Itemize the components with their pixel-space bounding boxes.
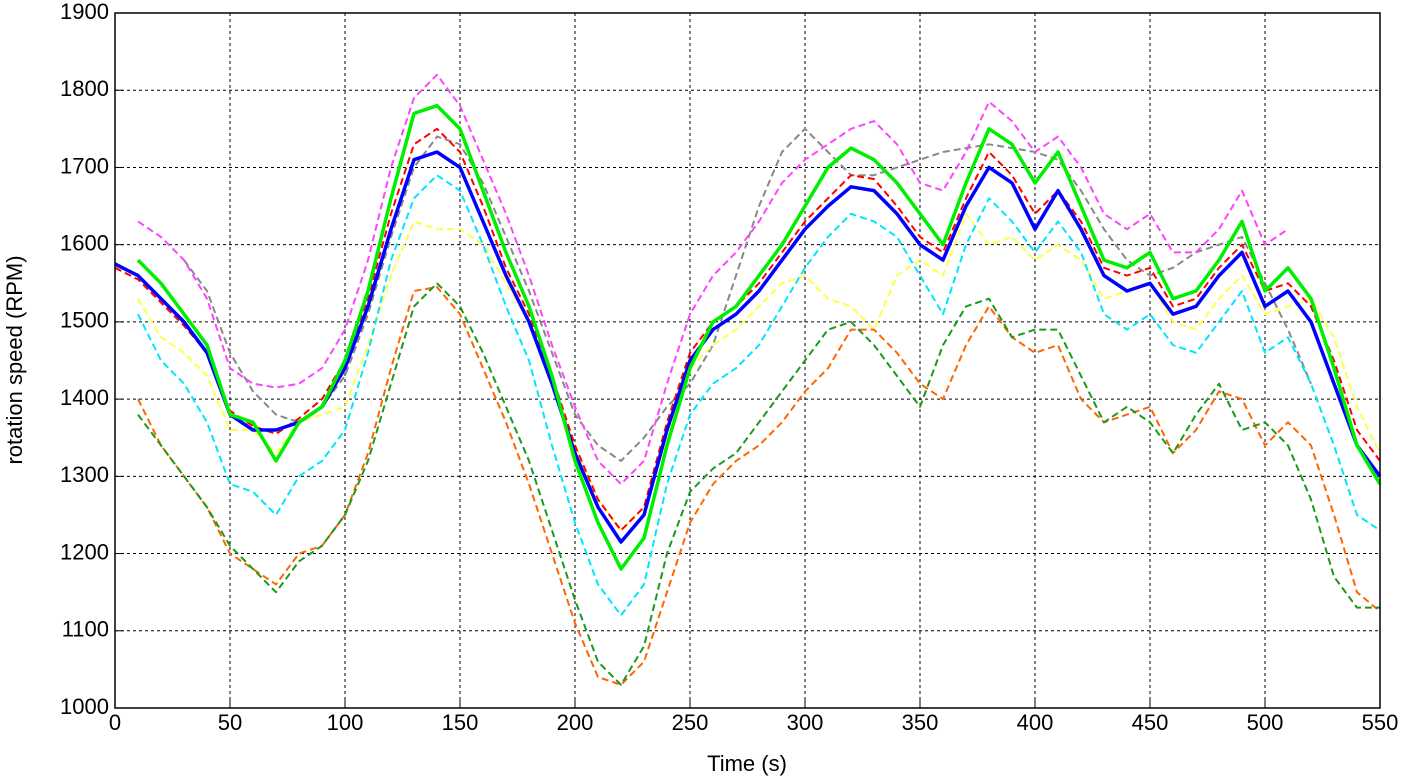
y-tick-label: 1400	[60, 385, 109, 410]
x-tick-label: 450	[1132, 710, 1169, 735]
x-tick-label: 300	[787, 710, 824, 735]
y-tick-label: 1700	[60, 153, 109, 178]
y-tick-label: 1000	[60, 694, 109, 719]
y-axis-label: rotation speed (RPM)	[2, 255, 27, 464]
x-tick-label: 400	[1017, 710, 1054, 735]
y-tick-label: 1900	[60, 0, 109, 24]
x-tick-label: 150	[442, 710, 479, 735]
y-tick-label: 1500	[60, 308, 109, 333]
x-tick-label: 0	[109, 710, 121, 735]
x-tick-label: 550	[1362, 710, 1399, 735]
y-tick-label: 1800	[60, 76, 109, 101]
plot-frame	[114, 12, 1381, 709]
line-series	[137, 73, 1289, 486]
y-tick-label: 1200	[60, 539, 109, 564]
line-series	[137, 212, 1381, 532]
line-series	[137, 286, 1381, 686]
y-tick-label: 1300	[60, 462, 109, 487]
plot-area	[115, 13, 1380, 708]
x-tick-label: 50	[218, 710, 242, 735]
y-tick-label: 1100	[62, 617, 109, 642]
line-series	[137, 174, 1381, 617]
x-tick-label: 350	[902, 710, 939, 735]
x-tick-label: 500	[1247, 710, 1284, 735]
line-series	[183, 127, 1312, 462]
line-series	[136, 103, 1382, 571]
x-axis-label: Time (s)	[707, 751, 787, 776]
line-series	[137, 282, 1380, 686]
x-tick-label: 100	[327, 710, 364, 735]
x-tick-label: 200	[557, 710, 594, 735]
line-series	[114, 127, 1381, 532]
y-tick-label: 1600	[60, 230, 109, 255]
x-tick-label: 250	[672, 710, 709, 735]
